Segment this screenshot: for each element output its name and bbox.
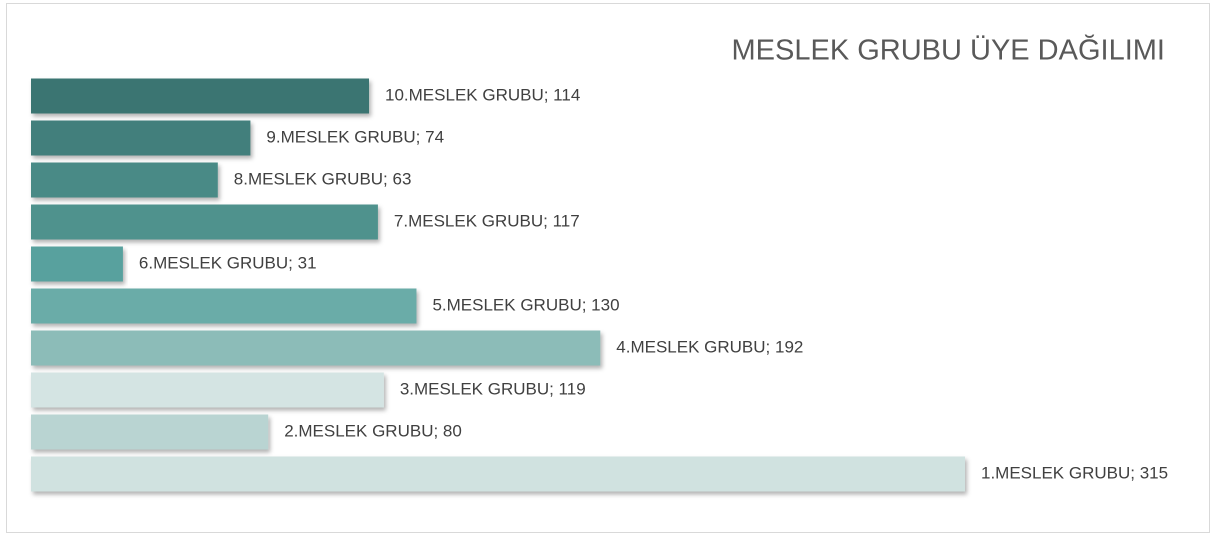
data-label: 6.MESLEK GRUBU; 31 [139,253,317,272]
data-label: 3.MESLEK GRUBU; 119 [400,379,586,398]
bar [31,288,417,324]
data-label: 8.MESLEK GRUBU; 63 [234,169,412,188]
bar [31,246,123,282]
bar [31,330,601,366]
data-label: 1.MESLEK GRUBU; 315 [981,463,1168,482]
data-label: 5.MESLEK GRUBU; 130 [432,295,619,314]
chart-title: MESLEK GRUBU ÜYE DAĞILIMI [732,34,1166,67]
data-label: 10.MESLEK GRUBU; 114 [385,85,580,104]
data-label: 4.MESLEK GRUBU; 192 [616,337,803,356]
bar [31,78,370,114]
bar [31,120,251,156]
bar [31,204,378,240]
bar [31,456,965,492]
data-label: 7.MESLEK GRUBU; 117 [394,211,580,230]
bar [31,162,218,198]
data-label: 9.MESLEK GRUBU; 74 [266,127,444,146]
bar [31,414,269,450]
data-label: 2.MESLEK GRUBU; 80 [284,421,462,440]
bar [31,372,384,408]
